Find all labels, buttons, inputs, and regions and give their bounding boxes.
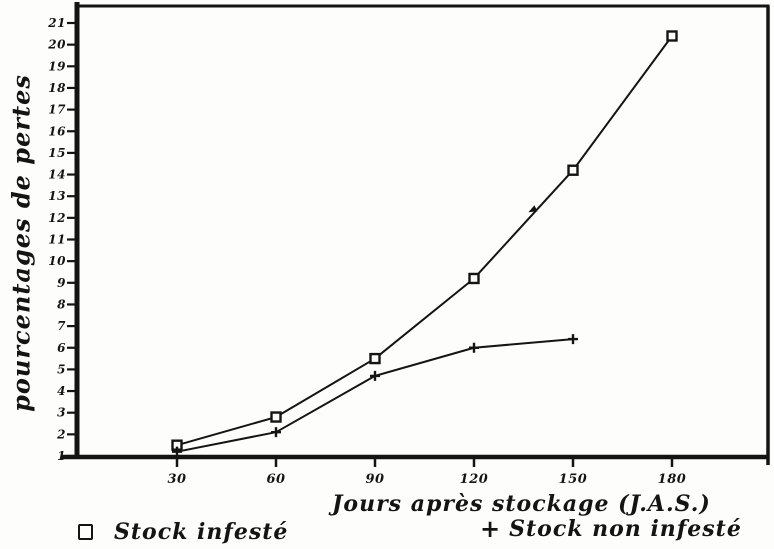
data-point-plus [172, 446, 182, 457]
y-tick-label: 17 [48, 103, 66, 117]
y-tick-label: 10 [48, 254, 66, 268]
data-point-square [270, 411, 282, 423]
data-point-square [468, 272, 480, 285]
y-tick-label: 2 [56, 427, 66, 441]
y-tick-label: 14 [48, 168, 66, 182]
y-tick-label: 11 [48, 233, 66, 247]
y-tick-label: 16 [48, 124, 66, 138]
legend-item-stock-infeste: Stock infesté [78, 519, 288, 545]
y-tick-label: 1 [57, 449, 66, 463]
y-tick-label: 18 [48, 81, 66, 95]
y-tick-label: 20 [47, 38, 66, 52]
square-marker-icon [78, 524, 93, 540]
y-tick-label: 15 [48, 146, 66, 160]
x-tick-label: 90 [365, 472, 384, 487]
y-tick-label: 6 [57, 341, 66, 355]
plus-marker-icon: + [480, 514, 502, 543]
series-line-0 [176, 35, 673, 447]
y-tick-label: 21 [47, 16, 66, 30]
scan-artifact-blob [528, 205, 538, 213]
x-tick-label: 120 [460, 472, 489, 487]
y-tick-label: 19 [48, 59, 66, 73]
y-tick-label: 13 [48, 189, 66, 203]
data-point-square [666, 30, 678, 42]
legend-label-stock-infeste: Stock infesté [114, 519, 289, 545]
y-tick-label: 7 [57, 319, 66, 333]
data-point-plus [469, 342, 479, 353]
y-axis-title: pourcentages de pertes [6, 74, 36, 412]
y-tick-label: 12 [48, 211, 66, 225]
legend-item-stock-non-infeste: + Stock non infesté [480, 516, 742, 542]
data-point-plus [370, 370, 380, 381]
legend-label-stock-non-infeste: Stock non infesté [509, 516, 742, 542]
y-tick-label: 4 [57, 384, 66, 398]
x-tick-label: 180 [658, 472, 687, 487]
x-tick-label: 60 [266, 472, 285, 487]
y-tick-label: 5 [57, 362, 66, 376]
data-point-square [369, 352, 381, 365]
y-tick-label: 3 [57, 406, 66, 420]
data-point-plus [271, 427, 281, 438]
data-point-plus [568, 334, 578, 345]
x-axis-title: Jours après stockage (J.A.S.) [332, 491, 711, 517]
data-point-square [567, 164, 579, 176]
legend: Stock infesté + Stock non infesté [0, 516, 774, 549]
x-tick-label: 150 [559, 472, 588, 487]
y-tick-label: 8 [57, 297, 66, 311]
y-tick-label: 9 [57, 276, 66, 290]
x-tick-label: 30 [167, 472, 186, 487]
